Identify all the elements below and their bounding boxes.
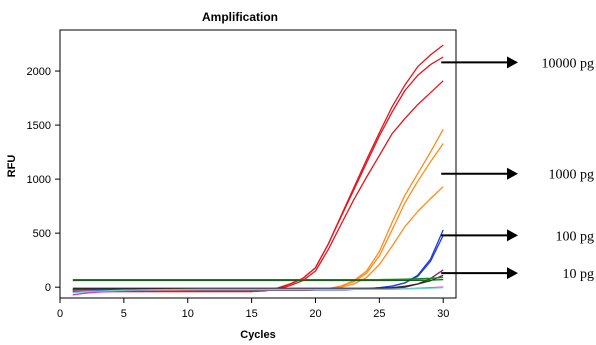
annotation-arrow-head — [507, 267, 518, 280]
x-tick-label: 25 — [373, 308, 385, 320]
annotation-label: 1000 pg — [549, 168, 595, 183]
annotation-arrow-head — [507, 56, 518, 69]
plot-frame — [59, 29, 457, 299]
y-axis-label: RFU — [6, 155, 18, 178]
x-tick-label: 0 — [57, 308, 63, 320]
y-axis: 0 500 1000 1500 2000 — [27, 66, 60, 294]
series-layer — [72, 44, 444, 296]
annotation-label: 10000 pg — [542, 56, 595, 71]
annotation-label: 100 pg — [556, 229, 595, 244]
annotation-label: 10 pg — [563, 267, 595, 282]
x-axis-label: Cycles — [240, 329, 275, 341]
x-tick-label: 5 — [121, 308, 127, 320]
annotation-arrow-head — [507, 167, 518, 180]
series-line — [72, 274, 444, 289]
x-tick-label: 10 — [182, 308, 194, 320]
series-line — [72, 286, 444, 294]
series-line — [72, 80, 444, 293]
series-line — [72, 278, 444, 282]
y-tick-label: 0 — [45, 282, 51, 294]
x-axis: 0 5 10 15 20 25 30 — [57, 298, 449, 320]
y-tick-label: 500 — [33, 228, 51, 240]
chart-title: Amplification — [202, 10, 278, 24]
annotation-layer: 10000 pg 1000 pg 100 pg 10 pg — [441, 56, 594, 282]
y-tick-label: 2000 — [27, 66, 51, 78]
y-tick-label: 1000 — [27, 174, 51, 186]
x-tick-label: 30 — [437, 308, 449, 320]
x-tick-label: 15 — [245, 308, 257, 320]
x-tick-label: 20 — [309, 308, 321, 320]
y-tick-label: 1500 — [27, 120, 51, 132]
series-line — [72, 276, 444, 281]
annotation-arrow-head — [507, 229, 518, 242]
